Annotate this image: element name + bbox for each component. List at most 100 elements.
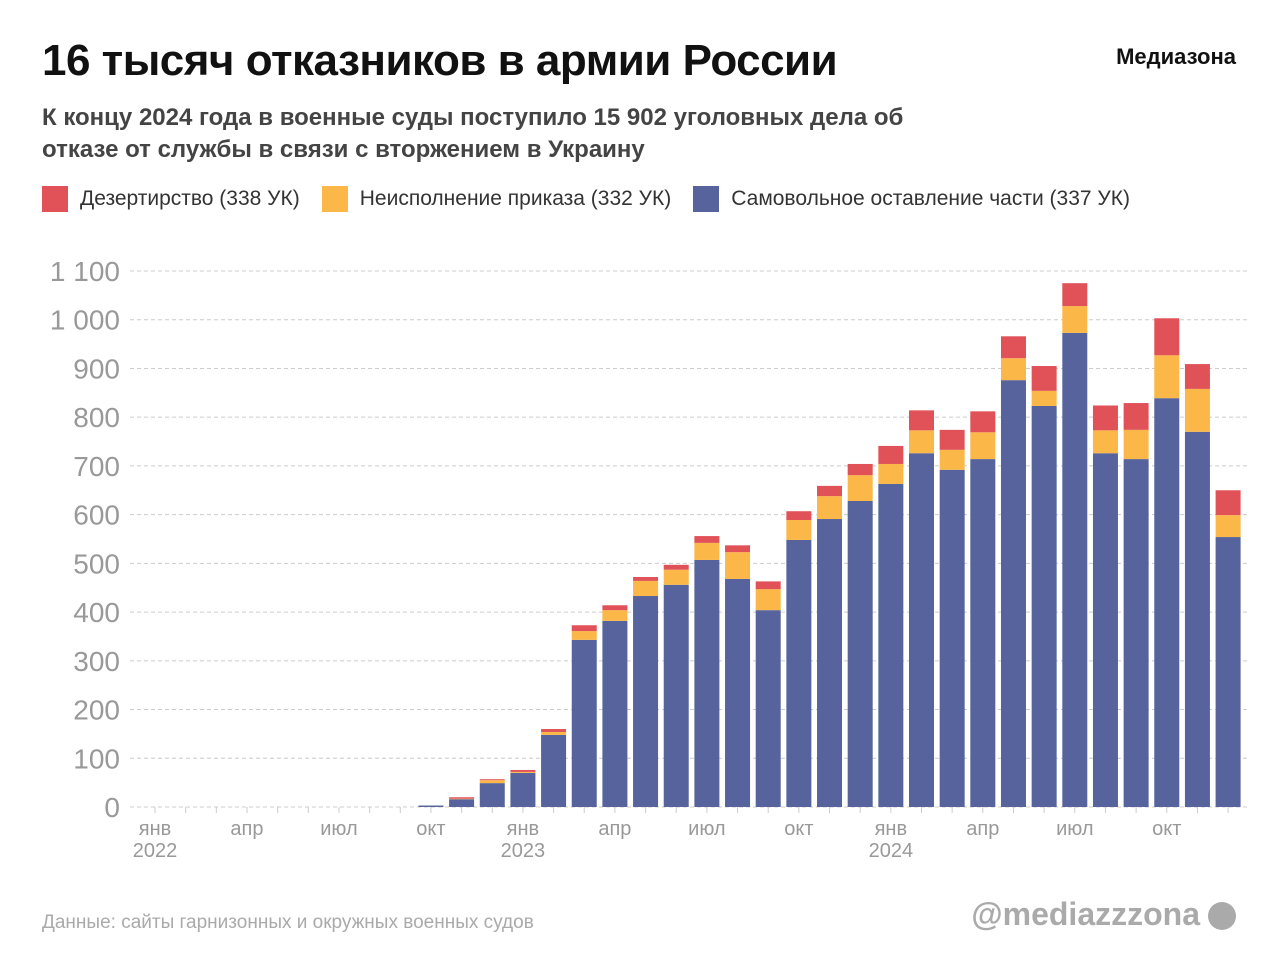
bar-segment bbox=[970, 432, 996, 460]
y-tick-label: 600 bbox=[73, 500, 120, 531]
bar-segment bbox=[1062, 332, 1088, 807]
legend-label: Самовольное оставление части (337 УК) bbox=[731, 187, 1130, 210]
bar-segment bbox=[1215, 537, 1241, 807]
bar-segment bbox=[571, 625, 597, 632]
bar-segment bbox=[786, 519, 812, 540]
bar-segment bbox=[1031, 405, 1057, 807]
x-tick-label: июл bbox=[688, 818, 726, 840]
x-tick-label: июл bbox=[320, 818, 358, 840]
bar-segment bbox=[1154, 355, 1180, 399]
bar-segment bbox=[479, 779, 505, 781]
bar-segment bbox=[602, 605, 628, 611]
handle: @mediazzzona bbox=[971, 896, 1200, 932]
bar-segment bbox=[725, 552, 751, 579]
bar-segment bbox=[449, 797, 475, 799]
bar-segment bbox=[663, 569, 689, 585]
bar-segment bbox=[694, 559, 720, 807]
y-tick-label: 1 000 bbox=[50, 305, 120, 336]
bar-segment bbox=[1000, 358, 1026, 381]
bar-segment bbox=[633, 580, 659, 597]
bar-segment bbox=[847, 500, 873, 807]
bar-segment bbox=[878, 445, 904, 464]
legend-item: Дезертирство (338 УК) bbox=[42, 186, 300, 212]
y-tick-label: 400 bbox=[73, 597, 120, 628]
bar-segment bbox=[847, 463, 873, 476]
y-tick-label: 100 bbox=[73, 743, 120, 774]
x-tick-label: янв 2024 bbox=[868, 818, 914, 862]
legend-item: Неисполнение приказа (332 УК) bbox=[321, 186, 671, 212]
bar-segment bbox=[878, 463, 904, 484]
y-tick-label: 1 100 bbox=[50, 256, 120, 287]
bar-segment bbox=[663, 584, 689, 807]
x-tick-label: окт bbox=[1152, 818, 1182, 840]
bar-segment bbox=[663, 564, 689, 570]
bar-segment bbox=[786, 539, 812, 807]
bar-segment bbox=[755, 589, 781, 611]
bar-segment bbox=[1062, 306, 1088, 333]
x-tick-label: окт bbox=[416, 818, 446, 840]
bar-segment bbox=[1215, 515, 1241, 538]
bar-segment bbox=[1031, 366, 1057, 391]
bar-segment bbox=[1092, 405, 1118, 431]
chart-title: 16 тысяч отказников в армии России bbox=[42, 36, 838, 85]
bar-segment bbox=[725, 545, 751, 553]
bar-segment bbox=[970, 411, 996, 433]
bar-segment bbox=[786, 511, 812, 520]
bar-segment bbox=[633, 596, 659, 807]
bar-segment bbox=[541, 734, 567, 807]
legend-swatch bbox=[42, 186, 68, 212]
bar-segment bbox=[1184, 388, 1210, 432]
bar-segment bbox=[817, 519, 843, 807]
bar-segment bbox=[817, 485, 843, 497]
x-tick-label: окт bbox=[784, 818, 814, 840]
bar-segment bbox=[939, 469, 965, 807]
bar-segment bbox=[418, 805, 444, 807]
bar-segment bbox=[970, 459, 996, 807]
bar-segment bbox=[510, 772, 536, 807]
bar-segment bbox=[1154, 318, 1180, 356]
y-tick-label: 200 bbox=[73, 695, 120, 726]
x-tick-label: июл bbox=[1056, 818, 1094, 840]
x-tick-label: янв 2023 bbox=[500, 818, 546, 862]
chart-subtitle: К концу 2024 года в военные суды поступи… bbox=[42, 104, 904, 163]
bar-segment bbox=[909, 430, 934, 454]
bar-segment bbox=[1031, 390, 1057, 406]
x-tick-label: апр bbox=[966, 818, 1000, 840]
bar-segment bbox=[510, 771, 536, 773]
x-tick-label: апр bbox=[230, 818, 264, 840]
bar-segment bbox=[479, 783, 505, 807]
y-tick-label: 500 bbox=[73, 548, 120, 579]
bar-segment bbox=[939, 449, 965, 470]
legend-label: Дезертирство (338 УК) bbox=[80, 187, 300, 210]
y-tick-label: 0 bbox=[104, 792, 120, 823]
telegram-icon bbox=[1208, 902, 1236, 930]
bar-segment bbox=[755, 581, 781, 590]
x-tick-label: апр bbox=[598, 818, 632, 840]
bar-segment bbox=[694, 542, 720, 560]
bar-segment bbox=[755, 610, 781, 807]
bar-segment bbox=[909, 410, 934, 431]
y-tick-label: 800 bbox=[73, 402, 120, 433]
source: Данные: сайты гарнизонных и окружных вое… bbox=[42, 912, 534, 933]
y-tick-label: 300 bbox=[73, 646, 120, 677]
bar-segment bbox=[1000, 380, 1026, 807]
bar-segment bbox=[571, 631, 597, 640]
y-tick-label: 700 bbox=[73, 451, 120, 482]
bar-segment bbox=[694, 536, 720, 543]
brand: Медиазона bbox=[1116, 44, 1236, 69]
bar-segment bbox=[541, 729, 567, 732]
bar-segment bbox=[1062, 283, 1088, 307]
legend: Дезертирство (338 УК) Неисполнение приказ… bbox=[42, 186, 1130, 212]
bar-segment bbox=[479, 780, 505, 784]
bar-segment bbox=[571, 639, 597, 807]
legend-swatch bbox=[693, 186, 720, 212]
legend-swatch bbox=[321, 186, 348, 212]
bar-segment bbox=[541, 731, 567, 735]
bar-segment bbox=[1092, 430, 1118, 454]
bar-segment bbox=[1000, 336, 1026, 359]
legend-item: Самовольное оставление части (337 УК) bbox=[693, 186, 1130, 212]
y-tick-label: 900 bbox=[73, 353, 120, 384]
bar-segment bbox=[1123, 459, 1149, 807]
